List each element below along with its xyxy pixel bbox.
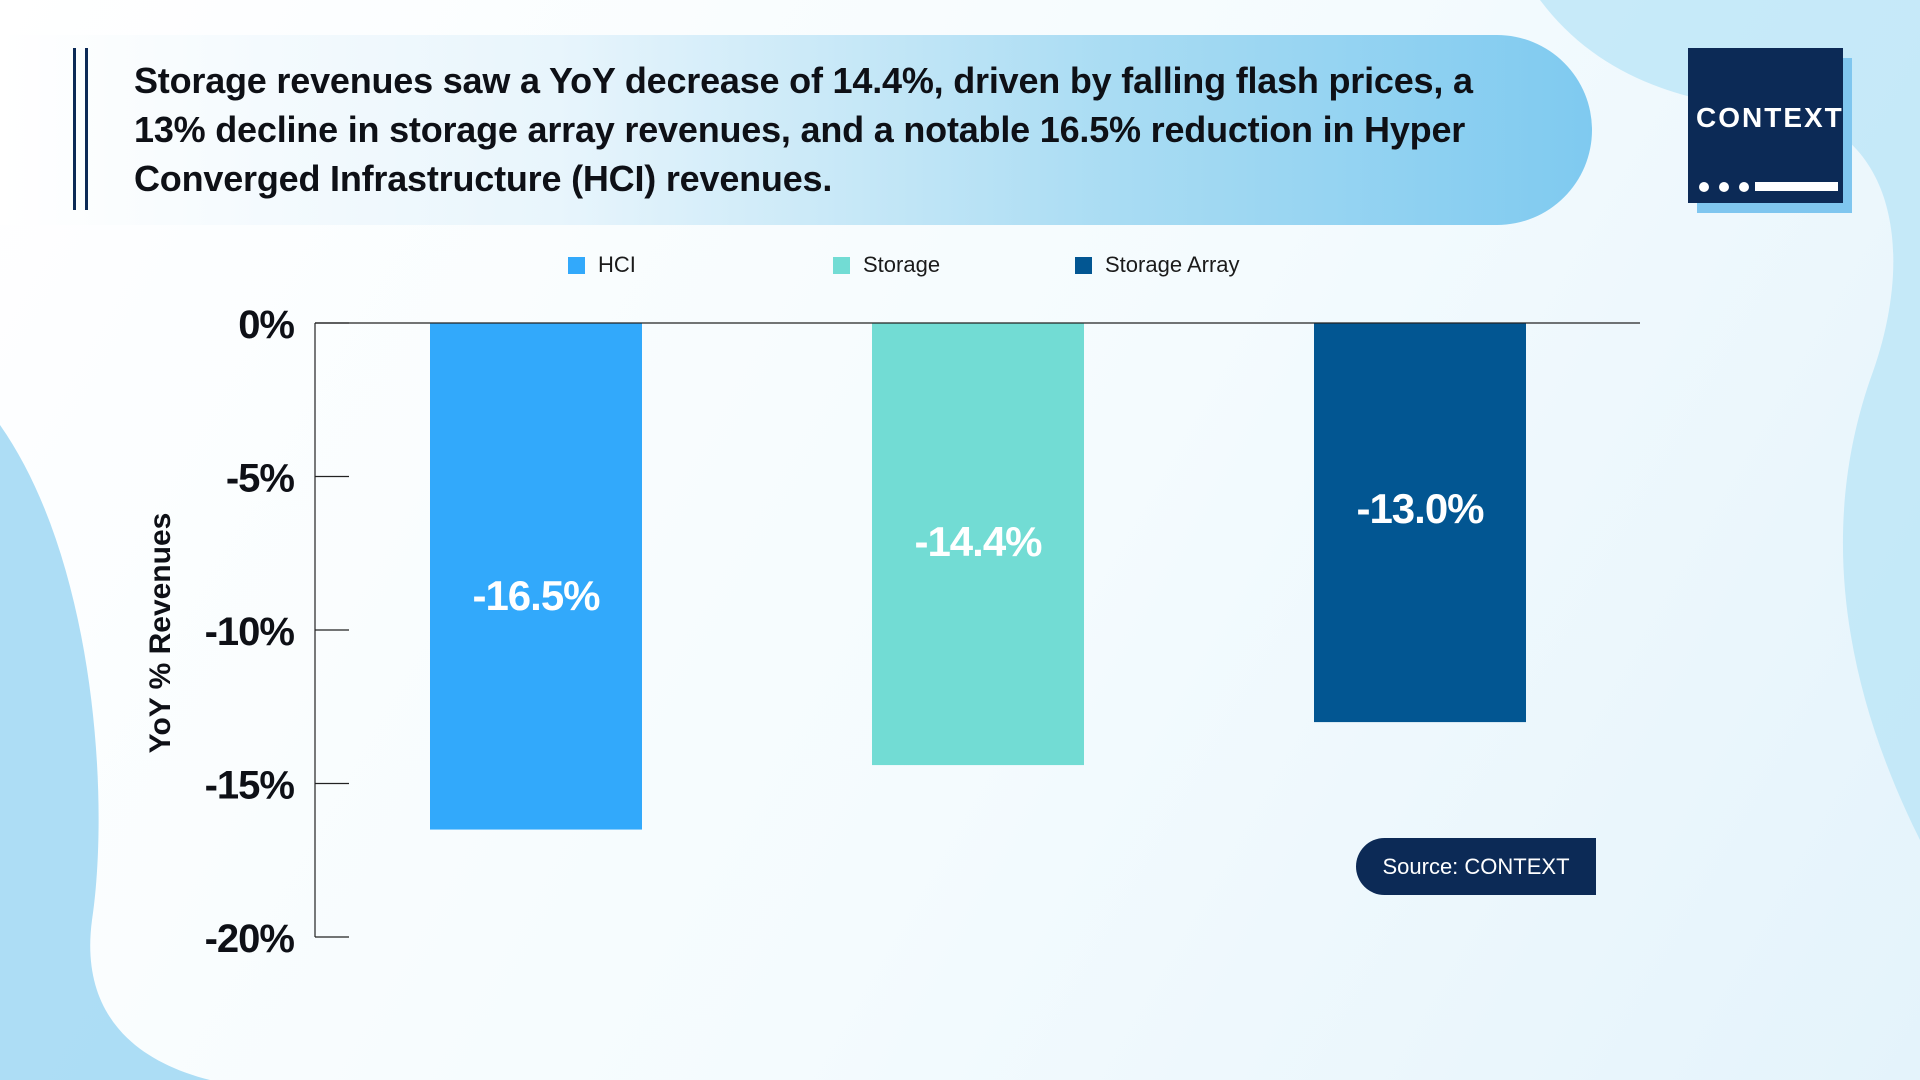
bar-hci	[430, 323, 642, 830]
y-tick-label: -5%	[226, 457, 295, 501]
legend-label-hci: HCI	[598, 252, 636, 277]
page-title: Storage revenues saw a YoY decrease of 1…	[134, 60, 1473, 199]
legend-item-storage: Storage	[833, 250, 940, 280]
logo-dot-icon	[1739, 182, 1749, 192]
bar-storage-array	[1314, 323, 1526, 723]
right-wave-shape	[1540, 0, 1920, 840]
legend-item-storage-array: Storage Array	[1075, 250, 1240, 280]
legend-swatch-storage-array	[1075, 256, 1092, 274]
legend-label-storage-array: Storage Array	[1105, 252, 1240, 277]
logo-dot-icon	[1719, 182, 1729, 192]
y-tick-label: -15%	[205, 764, 295, 808]
accent-line-left	[73, 48, 76, 210]
logo-bar	[1755, 182, 1838, 191]
data-label: -14.4%	[914, 518, 1042, 565]
y-tick-label: -10%	[205, 610, 295, 654]
data-label: -13.0%	[1356, 485, 1484, 532]
accent-line-right	[85, 48, 88, 210]
y-axis-title: YoY % Revenues	[144, 513, 177, 754]
data-label: -16.5%	[472, 572, 600, 619]
logo-text: CONTEXT	[1696, 102, 1844, 133]
y-tick-label: -20%	[205, 917, 295, 961]
bar-storage	[872, 323, 1084, 766]
left-wave-shape	[0, 425, 210, 1080]
header-banner	[0, 35, 1592, 225]
legend-item-hci: HCI	[568, 250, 636, 280]
y-tick-label: 0%	[238, 303, 294, 347]
legend-label-storage: Storage	[863, 252, 941, 277]
logo-dot-icon	[1699, 182, 1709, 192]
legend-swatch-hci	[568, 256, 585, 274]
source-badge: Source: CONTEXT	[1356, 838, 1596, 895]
context-logo: CONTEXT	[1688, 48, 1843, 203]
legend-swatch-storage	[833, 256, 850, 274]
